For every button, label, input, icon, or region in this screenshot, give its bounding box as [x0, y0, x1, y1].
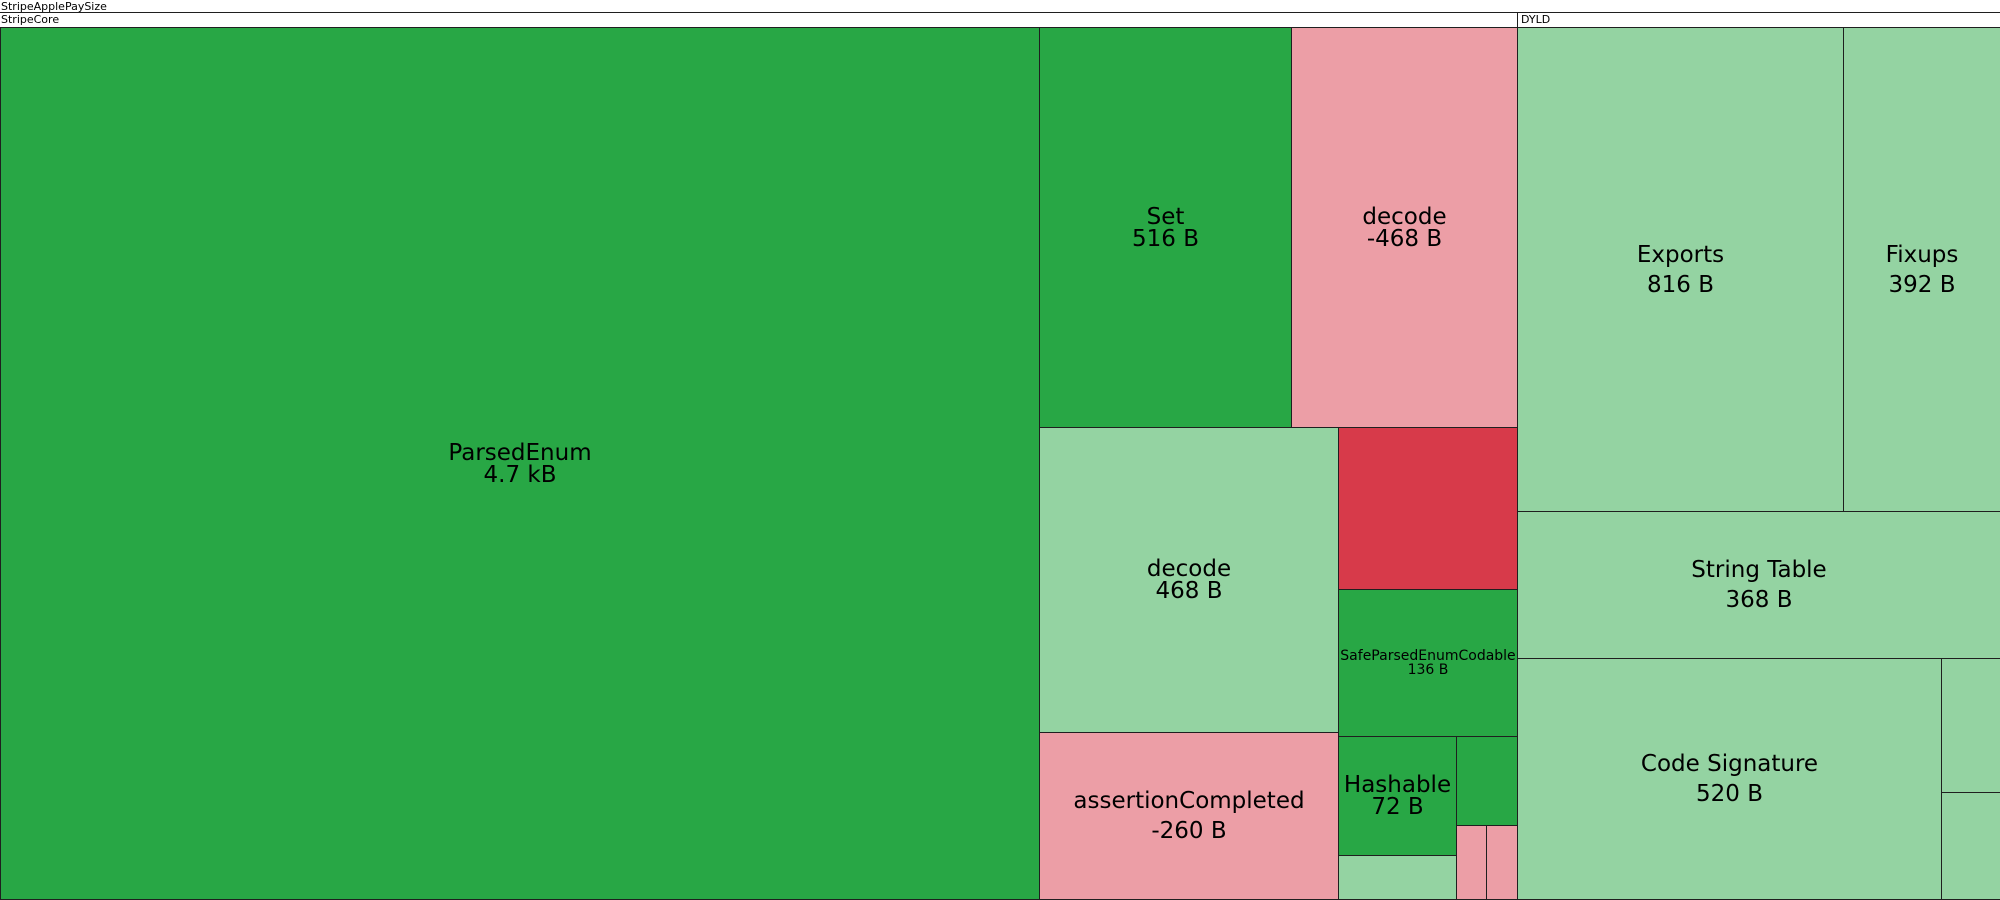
tile-unlabeled-light-green[interactable]	[1338, 855, 1457, 900]
tile-fixups[interactable]: Fixups 392 B	[1843, 27, 2000, 512]
tile-string-table[interactable]: String Table 368 B	[1517, 511, 2000, 659]
tile-hashable[interactable]: Hashable 72 B	[1338, 736, 1457, 856]
tile-value: 368 B	[1725, 587, 1793, 613]
tile-set[interactable]: Set 516 B	[1039, 27, 1292, 428]
tile-label: decode	[1146, 556, 1232, 582]
tile-label: String Table	[1691, 557, 1827, 583]
tile-value: 468 B	[1155, 578, 1223, 604]
tile-value: 816 B	[1647, 271, 1714, 298]
tile-exports[interactable]: Exports 816 B	[1517, 27, 1844, 512]
tile-unlabeled-pink-b[interactable]	[1486, 825, 1518, 900]
tile-unlabeled-red[interactable]	[1338, 427, 1518, 590]
tile-label: decode	[1362, 203, 1447, 230]
tile-label: assertionCompleted	[1073, 788, 1305, 814]
tile-parsedenum[interactable]: ParsedEnum 4.7 kB	[0, 27, 1040, 900]
tile-decode-negative[interactable]: decode -468 B	[1291, 27, 1518, 428]
tile-value: 136 B	[1407, 662, 1449, 678]
tile-value: -468 B	[1366, 225, 1443, 252]
tile-label: Code Signature	[1640, 751, 1819, 777]
tile-label: Exports	[1636, 241, 1725, 268]
tile-value: 520 B	[1696, 781, 1763, 807]
tile-unlabeled-dyld-a[interactable]	[1941, 658, 2000, 793]
tile-value: -260 B	[1151, 818, 1227, 844]
tile-label: Set	[1146, 203, 1185, 230]
tile-unlabeled-pink-a[interactable]	[1456, 825, 1487, 900]
tile-label: Fixups	[1885, 241, 1959, 268]
group-label-dyld: DYLD	[1517, 13, 2000, 27]
tile-value: 516 B	[1132, 225, 1199, 252]
tile-decode-positive[interactable]: decode 468 B	[1039, 427, 1339, 733]
tile-label: ParsedEnum	[448, 439, 592, 466]
tile-assertioncompleted[interactable]: assertionCompleted -260 B	[1039, 732, 1339, 900]
group-label-stripecore: StripeCore	[1, 13, 60, 26]
treemap-root-label: StripeApplePaySize	[0, 0, 2000, 13]
tile-unlabeled-green[interactable]	[1456, 736, 1518, 826]
tile-safeparsedenumcodable[interactable]: SafeParsedEnumCodable 136 B	[1338, 589, 1518, 737]
tile-code-signature[interactable]: Code Signature 520 B	[1517, 658, 1942, 900]
tile-label: Hashable	[1343, 772, 1452, 798]
tile-unlabeled-dyld-b[interactable]	[1941, 792, 2000, 900]
tile-value: 4.7 kB	[483, 461, 557, 488]
tile-label: SafeParsedEnumCodable	[1340, 648, 1516, 664]
tile-value: 72 B	[1371, 794, 1424, 820]
tile-value: 392 B	[1888, 271, 1956, 298]
